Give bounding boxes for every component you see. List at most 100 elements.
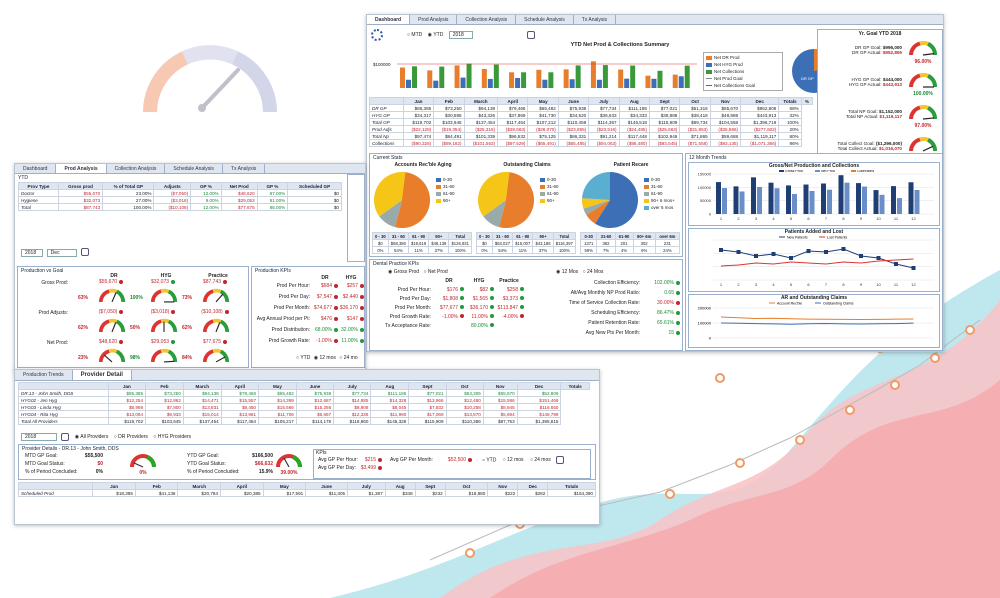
legend-swatch [436,191,441,196]
prod-ytd-radio[interactable]: ○ YTD [296,355,311,361]
status-dot [490,296,494,301]
prod-kpi-value: 32.00% [338,327,364,333]
status-dot [119,339,124,344]
summary-header-cell: Oct [679,97,711,105]
provider-header-cell: Aug [370,382,410,390]
year-select[interactable]: 2018 [448,31,473,39]
legend-swatch [706,78,712,79]
stats-cell: 0 - 30 [476,232,493,240]
provider-year-select[interactable]: 2018 [21,433,57,442]
pd-refresh-icon[interactable] [556,456,565,464]
provider-row[interactable]: HYG02 - Jen Hyg $12,254 $12,862 $14,471 $15,… [18,396,590,404]
gauge-green-arc [167,319,178,333]
prod-12mos-radio[interactable]: ◉ 12 mos [313,355,336,361]
gross-prod-bar [786,185,791,214]
prod-row: Doctor $55,670 23.00% ($7,050) 12.00% $48,620… [18,189,342,197]
stats-cell: 231 [654,239,681,247]
summary-cell: $85,385 [402,104,435,112]
prod-month-select[interactable]: Dec [46,248,77,257]
tab-prod-analysis[interactable]: Prod Analysis [410,15,458,24]
tab-schedule-analysis-2[interactable]: Schedule Analysis [165,164,223,173]
prod-refresh-icon[interactable] [81,248,90,256]
gauge-yellow-arc [919,136,929,142]
12mos-radio[interactable]: ◉ 12 Mos [556,269,579,275]
sched-cell: $232 [414,489,446,497]
provider-row[interactable]: DR.13 - John Smith, DDS $85,385 $73,250 $94… [18,389,590,397]
prod-kpi-number: 32.00% [341,327,358,333]
pd-24mos-radio[interactable]: ○ 24 mos [529,457,551,464]
stats-cell: 61 - 90 [512,232,534,240]
pvg-value: $32,073 [146,279,180,285]
hyg-providers-radio[interactable]: ○ HYG Providers [153,434,192,441]
goal-value: $996,000 [882,45,902,50]
gear-icon[interactable] [371,29,383,41]
prod-cell: 23.00% [102,189,155,197]
stats-table: 0 - 30 31 - 60 61 - 90 90+ Total $0 $63,027 $15… [476,232,577,254]
prod-cell: 91.00% [256,196,289,204]
prod-year-select[interactable]: 2018 [21,248,43,257]
actual-label: DR GP Actual: [852,50,883,55]
mtd-radio[interactable]: ○ MTD [407,32,423,38]
dental-kpi-number: $36,170 [469,304,488,311]
tab-production-trends[interactable]: Production Trends [15,370,73,380]
dental-kpi-value: $82 [464,287,494,293]
mtd-detail-row: % of Period Concluded: 0% [25,468,103,476]
stats-row: 59% 7% 4% 6% 24% [579,246,681,254]
summary-row: HYG GP $34,317 $30,595 $43,326 $37,869 $41,73… [369,111,813,119]
legend-swatch [706,85,712,86]
prod-kpi-value: $7,547 [312,294,338,300]
status-dot [490,287,494,292]
dental-right-number: 102.00% [654,280,674,286]
prod-cell: $32,073 [57,196,104,204]
period-selector: ○ MTD ◉ YTD 2018 [407,31,535,39]
provider-row[interactable]: Total All Providers $119,702 $103,645 $137,… [18,417,590,425]
pd-12mos-radio[interactable]: ○ 12 mos [502,457,524,464]
provider-cell: $8,969 [107,403,147,411]
tab-tx-analysis[interactable]: Tx Analysis [574,15,616,24]
provider-cell: $117,454 [220,417,260,425]
provider-refresh-icon[interactable] [61,433,70,441]
dental-right-number: 65.61% [657,320,674,326]
24mos-radio[interactable]: ○ 24 Mos [582,269,604,275]
provider-cell: $105,217 [258,417,297,425]
ytd-radio[interactable]: ◉ YTD [427,32,444,38]
legend-swatch [644,191,649,196]
stats-chart-title: Outstanding Claims [503,162,551,168]
refresh-icon[interactable] [527,31,535,39]
gauge-yellow-arc [108,318,118,324]
status-dot [378,465,382,470]
gross-prod-radio[interactable]: ◉ Gross Prod [388,269,420,275]
tab-tx-analysis-2[interactable]: Tx Analysis [223,164,266,173]
tab-dashboard[interactable]: Dashboard [367,15,411,24]
summary-bar [487,78,493,88]
provider-row[interactable]: HYG04 - Rita Hyg $13,094 $9,933 $15,014 $13,… [18,410,590,418]
net-prod-radio[interactable]: ○ Net Prod [423,269,448,275]
prod-kpi-value: 68.00% [312,327,338,333]
pvg-gauge [202,318,230,333]
all-providers-radio[interactable]: ◉ All Providers [74,434,109,441]
goal-item: Total NP Goal: $1,152,000 Total NP Actual… [818,101,942,133]
provider-row[interactable]: HYG03 - Linda Hyg $8,969 $7,800 $13,831 $8,4… [18,403,590,411]
prod-24mo-radio[interactable]: ○ 24 mo [339,355,358,361]
lost-patients-line [720,258,914,267]
dental-kpi-value: $3,373 [494,296,524,302]
prod-date-selector: 2018 Dec [21,248,90,257]
status-dot [676,290,680,295]
summary-bar [412,66,417,88]
pvg-percent: 62% [182,325,193,331]
tab-provider-detail[interactable]: Provider Detail [72,370,132,380]
tab-schedule-analysis[interactable]: Schedule Analysis [516,15,574,24]
summary-bar [542,79,548,88]
gauge-green-arc [115,349,126,363]
tab-collection-analysis-2[interactable]: Collection Analysis [107,164,166,173]
dr-providers-radio[interactable]: ○ DR Providers [113,434,148,441]
stats-cell: $43,186 [532,239,554,247]
summary-header-cell: June [557,97,590,105]
tab-dashboard-2[interactable]: Dashboard [15,164,57,173]
pd-ytd-radio[interactable]: ○ YTD [482,457,497,464]
tab-prod-analysis-2[interactable]: Prod Analysis [56,164,107,173]
gauge-needle [111,322,117,333]
tab-collection-analysis[interactable]: Collection Analysis [457,15,517,24]
legend-swatch [706,62,712,67]
stats-legend-item: over 6 mos [644,204,675,211]
